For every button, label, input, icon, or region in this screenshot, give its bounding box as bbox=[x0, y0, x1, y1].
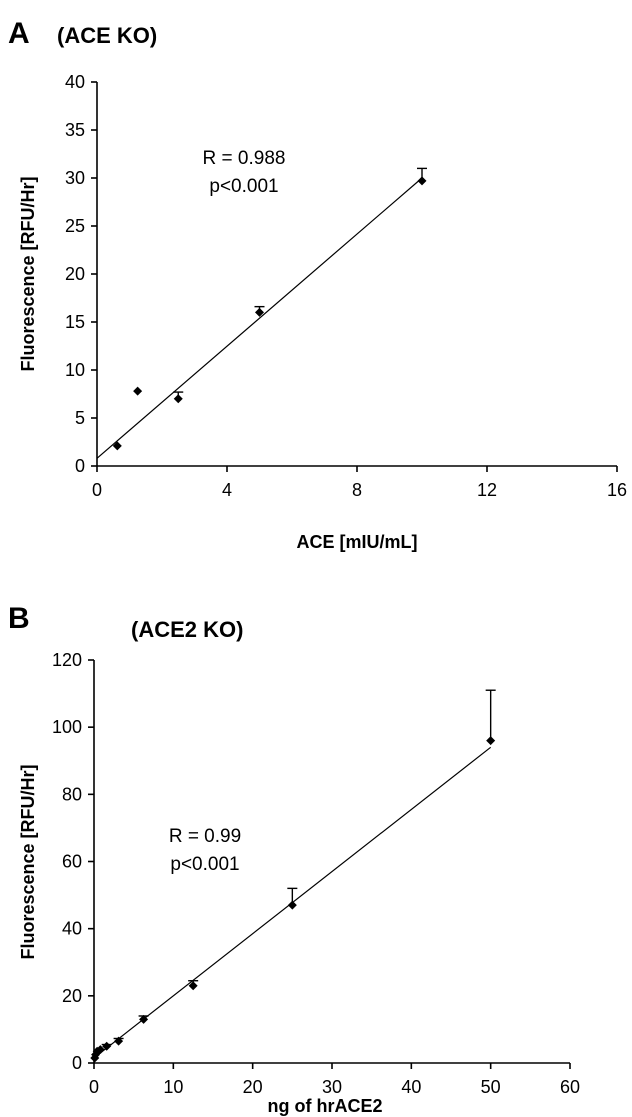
data-point-diamond bbox=[173, 394, 183, 404]
x-tick-label: 50 bbox=[481, 1077, 501, 1097]
data-point-diamond bbox=[486, 736, 496, 746]
x-tick-label: 0 bbox=[89, 1077, 99, 1097]
data-point-diamond bbox=[287, 900, 297, 910]
data-point-diamond bbox=[417, 176, 427, 186]
x-tick-label: 0 bbox=[92, 480, 102, 500]
y-tick-label: 35 bbox=[65, 120, 85, 140]
annotation-p-a: p<0.001 bbox=[209, 176, 278, 197]
y-ticks-b: 0 20 40 60 80 100 120 bbox=[52, 650, 94, 1073]
data-point-diamond bbox=[112, 441, 122, 451]
x-tick-label: 40 bbox=[401, 1077, 421, 1097]
data-points-b bbox=[90, 689, 496, 1063]
data-point-diamond bbox=[102, 1041, 112, 1051]
y-tick-label: 5 bbox=[75, 408, 85, 428]
panel-title-b: (ACE2 KO) bbox=[131, 617, 243, 642]
y-axis-title-a: Fluorescence [RFU/Hr] bbox=[18, 176, 38, 371]
panel-title-a: (ACE KO) bbox=[57, 23, 157, 48]
x-ticks-a: 0 4 8 12 16 bbox=[92, 466, 627, 500]
y-tick-label: 20 bbox=[62, 986, 82, 1006]
y-tick-label: 60 bbox=[62, 852, 82, 872]
x-tick-label: 30 bbox=[322, 1077, 342, 1097]
x-axis-title-b: ng of hrACE2 bbox=[268, 1096, 383, 1116]
x-tick-label: 20 bbox=[243, 1077, 263, 1097]
data-point-diamond bbox=[255, 307, 264, 317]
x-axis-title-a: ACE [mIU/mL] bbox=[297, 532, 418, 552]
panel-a: A (ACE KO) 0 5 10 15 20 25 30 35 40 0 4 8 12 16 R = … bbox=[8, 17, 627, 552]
annotation-p-b: p<0.001 bbox=[170, 854, 239, 875]
panel-b: B (ACE2 KO) 0 20 40 60 80 100 120 0 10 20 30 40 50 6… bbox=[8, 602, 580, 1116]
annotation-r-b: R = 0.99 bbox=[169, 826, 241, 847]
data-point-diamond bbox=[133, 386, 143, 396]
y-tick-label: 15 bbox=[65, 312, 85, 332]
y-tick-label: 120 bbox=[52, 650, 82, 670]
y-tick-label: 40 bbox=[62, 919, 82, 939]
y-tick-label: 80 bbox=[62, 784, 82, 804]
y-tick-label: 20 bbox=[65, 264, 85, 284]
panel-label-a: A bbox=[8, 17, 30, 50]
x-tick-label: 10 bbox=[163, 1077, 183, 1097]
y-tick-label: 40 bbox=[65, 72, 85, 92]
y-tick-label: 30 bbox=[65, 168, 85, 188]
y-tick-label: 10 bbox=[65, 360, 85, 380]
y-tick-label: 0 bbox=[75, 456, 85, 476]
x-tick-label: 60 bbox=[560, 1077, 580, 1097]
fit-line-group-a bbox=[96, 177, 423, 459]
data-points-a bbox=[112, 167, 427, 451]
data-point-diamond bbox=[95, 1045, 105, 1055]
annotation-r-a: R = 0.988 bbox=[203, 148, 286, 169]
data-point-diamond bbox=[114, 1036, 124, 1046]
data-point-diamond bbox=[188, 981, 198, 991]
x-tick-label: 4 bbox=[222, 480, 232, 500]
panel-label-b: B bbox=[8, 602, 30, 635]
y-tick-label: 25 bbox=[65, 216, 85, 236]
axes-a bbox=[96, 82, 617, 467]
data-point-diamond bbox=[139, 1014, 149, 1024]
y-tick-label: 100 bbox=[52, 717, 82, 737]
y-ticks-a: 0 5 10 15 20 25 30 35 40 bbox=[65, 72, 97, 476]
x-tick-label: 12 bbox=[477, 480, 497, 500]
x-ticks-b: 0 10 20 30 40 50 60 bbox=[89, 1063, 580, 1097]
x-tick-label: 16 bbox=[607, 480, 627, 500]
x-tick-label: 8 bbox=[352, 480, 362, 500]
regression-line bbox=[96, 177, 423, 459]
y-axis-title-b: Fluorescence [RFU/Hr] bbox=[18, 764, 38, 959]
y-tick-label: 0 bbox=[72, 1053, 82, 1073]
